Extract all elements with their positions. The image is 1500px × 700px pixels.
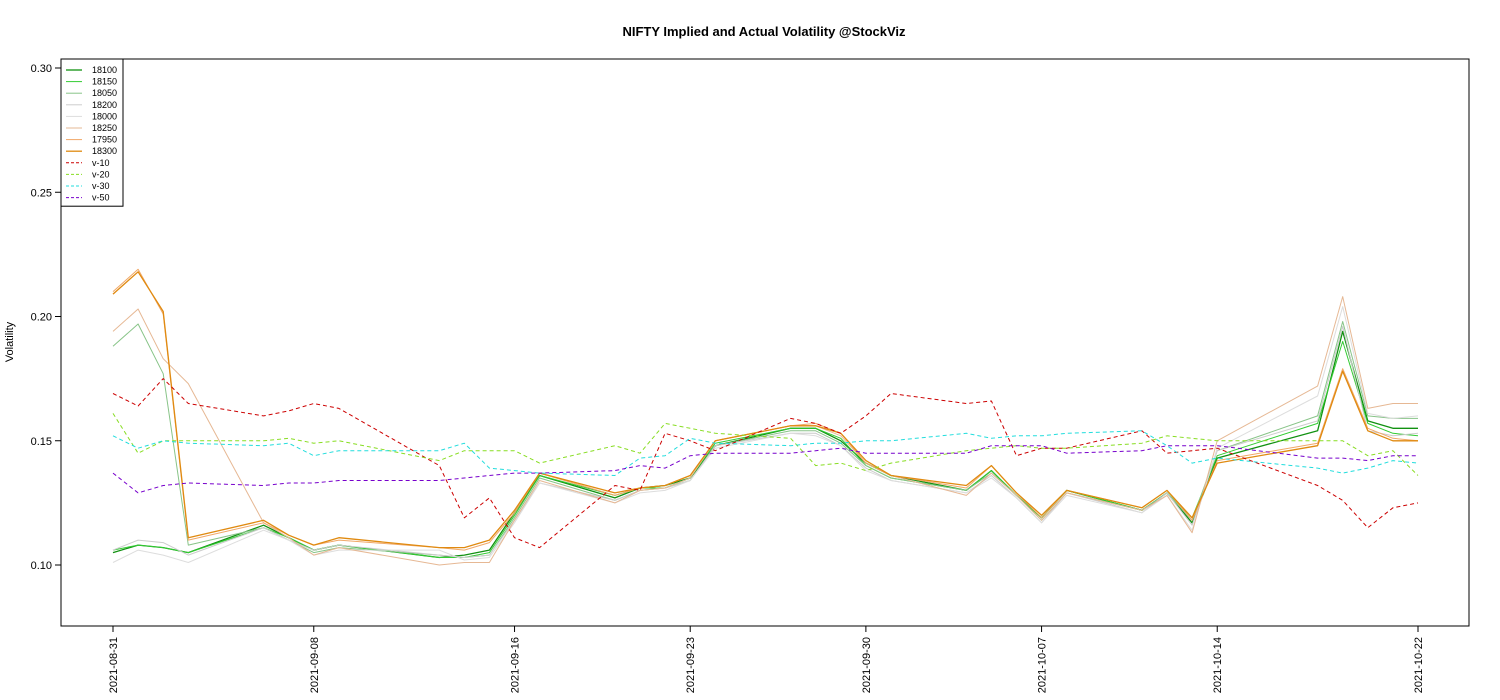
y-tick-label: 0.25 [31, 187, 52, 199]
legend-entry: 17950 [92, 135, 117, 145]
series-line-v-30 [112, 430, 1419, 476]
x-tick-label: 2021-09-30 [861, 637, 873, 693]
x-tick-label: 2021-10-07 [1037, 637, 1049, 693]
series-line-18050 [112, 321, 1418, 558]
legend-entry: 18100 [92, 65, 117, 75]
x-axis: 2021-08-31 2021-09-08 2021-09-16 2021-09-23… [108, 626, 1425, 693]
x-tick-label: 2021-10-22 [1413, 637, 1425, 693]
series-line-v-20 [112, 413, 1419, 476]
y-tick-label: 0.10 [31, 560, 52, 572]
series-line-18200 [112, 325, 1419, 558]
chart-title: NIFTY Implied and Actual Volatility @Sto… [622, 24, 906, 39]
legend-entry: 18250 [92, 123, 117, 133]
x-tick-label: 2021-09-08 [309, 637, 321, 693]
x-tick-label: 2021-09-23 [685, 637, 697, 693]
x-tick-label: 2021-09-16 [510, 637, 522, 693]
series-line-17950 [112, 268, 1419, 551]
legend-entry: v-50 [92, 193, 110, 203]
legend-entry: v-10 [92, 158, 110, 168]
series-line-18300 [112, 271, 1418, 549]
legend-entry: 18200 [92, 100, 117, 110]
legend-box [60, 58, 124, 207]
legend-entry: 18000 [92, 111, 117, 121]
legend-entry: 18300 [92, 146, 117, 156]
series-line-v-50 [112, 445, 1418, 494]
y-tick-label: 0.20 [31, 312, 52, 324]
y-tick-label: 0.15 [31, 436, 52, 448]
legend-entry: v-30 [92, 181, 110, 191]
x-tick-label: 2021-10-14 [1212, 637, 1224, 693]
series-lines [112, 268, 1419, 566]
y-axis-label: Volatility [4, 321, 16, 362]
series-line-18100 [112, 330, 1418, 559]
plot-frame [60, 58, 1470, 627]
series-line-v-10 [112, 378, 1419, 549]
legend-entry: v-20 [92, 169, 110, 179]
legend-entry: 18050 [92, 88, 117, 98]
y-axis: 0.10 0.15 0.20 0.25 0.30 [31, 63, 61, 572]
y-tick-label: 0.30 [31, 63, 52, 75]
legend-entry: 18150 [92, 77, 117, 87]
x-tick-label: 2021-08-31 [108, 637, 120, 693]
